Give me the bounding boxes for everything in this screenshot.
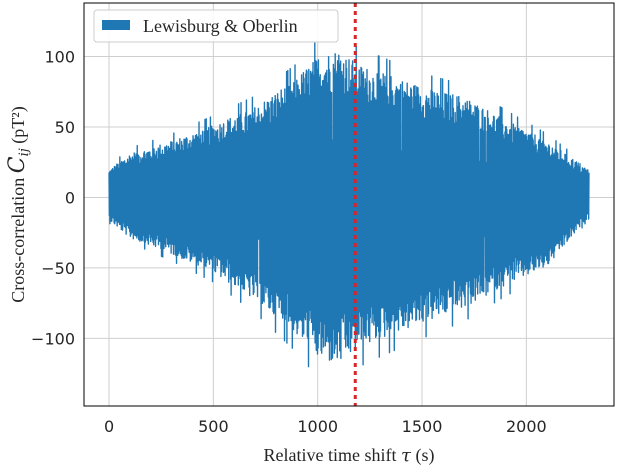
y-tick-label: 100 bbox=[44, 48, 75, 67]
y-tick-label: 0 bbox=[65, 188, 75, 207]
x-tick-label: 2000 bbox=[506, 417, 547, 436]
x-tick-label: 1000 bbox=[297, 417, 338, 436]
y-axis-label: Cross-correlation Cij (pT²) bbox=[5, 106, 32, 302]
y-tick-label: −100 bbox=[31, 329, 75, 348]
x-tick-labels: 0 500 1000 1500 2000 bbox=[104, 417, 547, 436]
legend-box bbox=[93, 9, 339, 43]
legend-label: Lewisburg & Oberlin bbox=[143, 16, 298, 36]
y-tick-labels: −100 −50 0 50 100 bbox=[31, 48, 75, 349]
legend-swatch bbox=[102, 20, 130, 30]
series-area bbox=[108, 42, 590, 368]
y-tick-label: −50 bbox=[41, 259, 75, 278]
legend: Lewisburg & Oberlin bbox=[93, 9, 339, 43]
x-tick-label: 0 bbox=[104, 417, 114, 436]
plot-frame bbox=[83, 2, 615, 407]
y-tick-label: 50 bbox=[55, 118, 75, 137]
series-line bbox=[108, 42, 590, 368]
x-axis-label: Relative time shift τ (s) bbox=[264, 445, 435, 466]
x-tick-label: 500 bbox=[198, 417, 229, 436]
x-tick-label: 1500 bbox=[402, 417, 443, 436]
